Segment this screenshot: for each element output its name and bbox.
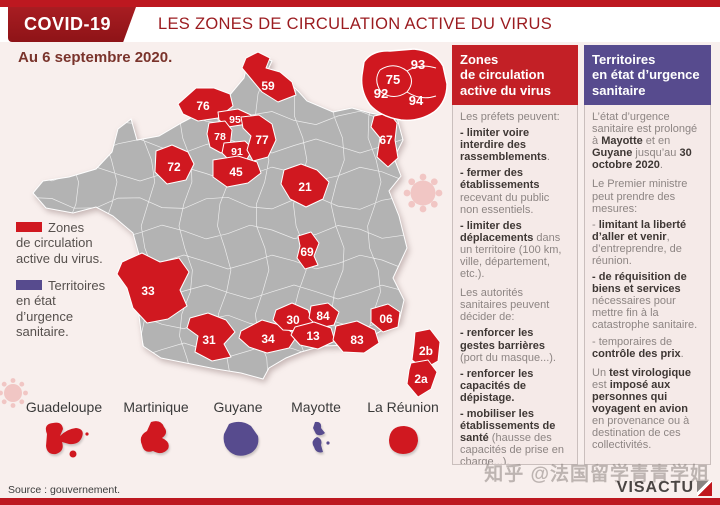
dept-83: 83	[332, 320, 380, 354]
dept-21: 21	[280, 163, 330, 208]
svg-text:21: 21	[298, 180, 312, 194]
svg-text:84: 84	[316, 309, 330, 323]
legend-swatch-urgence	[16, 279, 42, 290]
dept-67: 67	[370, 112, 399, 168]
inset-dept-92: 92	[374, 86, 388, 101]
dept-06: 06	[370, 303, 401, 333]
territory-martinique: Martinique	[110, 399, 202, 467]
territory-mayotte-label: Mayotte	[291, 399, 341, 415]
svg-text:77: 77	[255, 133, 269, 147]
dept-84: 84	[308, 302, 340, 329]
svg-text:78: 78	[214, 131, 226, 143]
france-map: 59 76 95 78 91 77 45 72 21 67 69 33 31 3…	[0, 48, 448, 408]
visactu-logo-icon	[697, 480, 712, 496]
territory-guyane: Guyane	[192, 399, 284, 467]
column-urgence-header: Territoires en état d’urgence sanitaire	[584, 45, 711, 105]
inset-dept-93: 93	[411, 57, 425, 72]
source-text: Source : gouvernement.	[8, 484, 121, 496]
svg-text:31: 31	[202, 333, 216, 347]
legend: Zones de circulation active du virus. Te…	[16, 220, 128, 351]
top-red-bar	[0, 0, 720, 7]
territory-mayotte: Mayotte	[270, 399, 362, 467]
visactu-logo-text: VISACTU	[616, 479, 694, 496]
column-urgence-body: L’état d’urgence sanitaire est prolongé …	[584, 104, 711, 465]
svg-text:91: 91	[231, 146, 243, 158]
page-title: LES ZONES DE CIRCULATION ACTIVE DU VIRUS	[158, 15, 553, 33]
dept-2b-corsica: 2b	[411, 328, 441, 370]
dept-77: 77	[240, 114, 277, 162]
svg-text:30: 30	[286, 313, 300, 327]
mayotte-map-icon	[312, 421, 330, 453]
svg-text:69: 69	[300, 245, 314, 259]
territory-martinique-label: Martinique	[123, 399, 189, 415]
dept-45: 45	[212, 155, 262, 188]
dept-13: 13	[290, 321, 336, 350]
svg-text:76: 76	[196, 99, 210, 113]
svg-text:34: 34	[261, 332, 275, 346]
date-label: Au 6 septembre 2020.	[18, 49, 173, 66]
legend-label-urgence: Territoires en état d’urgence sanitaire.	[16, 277, 106, 339]
dept-72: 72	[154, 144, 195, 185]
bottom-red-bar	[0, 498, 720, 505]
dept-31: 31	[186, 312, 236, 362]
column-zones: Zones de circulation active du virus Les…	[452, 45, 578, 465]
inset-dept-94: 94	[409, 93, 424, 108]
guyane-map-icon	[223, 421, 259, 456]
dept-30: 30	[272, 302, 314, 332]
dept-69: 69	[296, 231, 320, 270]
territory-guadeloupe-label: Guadeloupe	[25, 399, 103, 415]
la-reunion-map-icon	[389, 426, 418, 454]
territory-la-reunion-label: La Réunion	[367, 399, 439, 415]
territory-guyane-label: Guyane	[213, 399, 263, 415]
svg-text:59: 59	[261, 79, 275, 93]
virus-icon-right	[403, 173, 443, 213]
active-zone-departments: 59 76 95 78 91 77 45 72 21 67 69 33 31 3…	[116, 51, 441, 398]
svg-text:83: 83	[350, 333, 364, 347]
svg-text:45: 45	[229, 165, 243, 179]
svg-text:95: 95	[229, 114, 241, 126]
martinique-map-icon	[140, 421, 169, 454]
virus-icon-left	[0, 378, 28, 408]
header-band: COVID-19 LES ZONES DE CIRCULATION ACTIVE…	[0, 7, 720, 42]
column-urgence: Territoires en état d’urgence sanitaire …	[584, 45, 711, 465]
legend-label-zones: Zones de circulation active du virus.	[16, 220, 103, 266]
visactu-logo: VISACTU	[617, 479, 712, 497]
svg-text:2b: 2b	[419, 344, 433, 358]
legend-swatch-zones	[16, 222, 42, 232]
svg-text:67: 67	[379, 133, 393, 147]
territory-guadeloupe: Guadeloupe	[18, 399, 110, 467]
svg-text:13: 13	[306, 329, 320, 343]
watermark: 知乎 @法国留学青青学姐	[484, 464, 710, 485]
svg-text:2a: 2a	[414, 372, 428, 386]
covid-badge-label: COVID-19	[24, 14, 112, 34]
territory-la-reunion: La Réunion	[357, 399, 449, 467]
paris-inset: 93 75 92 94	[360, 48, 448, 122]
dept-33: 33	[116, 252, 190, 324]
guadeloupe-map-icon	[45, 422, 89, 458]
svg-text:72: 72	[167, 160, 181, 174]
dept-59: 59	[241, 51, 297, 103]
column-zones-header: Zones de circulation active du virus	[452, 45, 578, 105]
svg-text:33: 33	[141, 284, 155, 298]
inset-dept-75: 75	[386, 72, 400, 87]
column-zones-body: Les préfets peuvent: - limiter voire inte…	[452, 104, 578, 465]
dept-2a-corsica: 2a	[406, 359, 438, 398]
covid-badge: COVID-19	[8, 7, 136, 42]
svg-text:06: 06	[379, 312, 393, 326]
legend-item-zones: Zones de circulation active du virus.	[16, 220, 128, 266]
legend-item-urgence: Territoires en état d’urgence sanitaire.	[16, 278, 128, 339]
